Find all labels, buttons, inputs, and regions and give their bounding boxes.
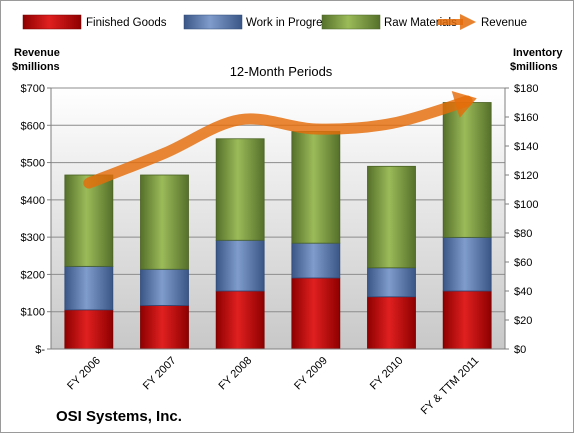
chart-title: 12-Month Periods	[230, 64, 333, 79]
revenue-arrowhead	[451, 91, 477, 118]
bar-work-in-progress	[442, 236, 492, 292]
right-tick-label: $160	[514, 112, 538, 124]
legend-label-finished-goods: Finished Goods	[86, 17, 167, 29]
category-label: FY 2006	[65, 355, 103, 393]
right-axis-ticks: $0 $20 $40 $60 $80 $100 $120 $140 $160 $180	[505, 83, 538, 356]
left-tick-label: $200	[21, 269, 45, 281]
bar-finished-goods	[215, 290, 265, 350]
plot-area	[51, 88, 505, 349]
right-tick-label: $180	[514, 83, 538, 95]
bar-finished-goods	[367, 296, 416, 350]
right-tick-label: $100	[514, 199, 538, 211]
right-tick-label: $0	[514, 344, 526, 356]
bar-raw-materials	[367, 165, 416, 269]
bar-finished-goods	[442, 290, 492, 350]
bar-raw-materials	[442, 102, 492, 238]
category-label: FY 2010	[368, 355, 406, 393]
bar-raw-materials	[140, 174, 189, 270]
right-tick-label: $80	[514, 228, 532, 240]
bar-work-in-progress	[215, 239, 265, 292]
revenue-line	[83, 95, 473, 189]
bar-finished-goods	[291, 277, 341, 350]
right-tick-label: $40	[514, 286, 532, 298]
company-name: OSI Systems, Inc.	[56, 408, 182, 425]
left-axis-title-line2: $millions	[12, 61, 60, 73]
legend-swatch-revenue	[438, 14, 476, 30]
axes	[50, 88, 506, 350]
left-tick-label: $400	[21, 195, 45, 207]
left-axis-ticks: $- $100 $200 $300 $400 $500 $600 $700	[21, 83, 51, 356]
left-tick-label: $600	[21, 120, 45, 132]
revenue-series	[83, 91, 477, 189]
legend: Finished Goods Work in Progress Raw Mate…	[22, 14, 527, 30]
bar-work-in-progress	[140, 268, 189, 306]
right-tick-label: $140	[514, 141, 538, 153]
left-tick-label: $500	[21, 158, 45, 170]
right-tick-label: $20	[514, 315, 532, 327]
category-label: FY 2008	[217, 355, 255, 393]
right-tick-label: $60	[514, 257, 532, 269]
legend-swatch-finished-goods	[22, 14, 82, 30]
right-tick-label: $120	[514, 170, 538, 182]
left-tick-label: $100	[21, 307, 45, 319]
left-tick-label: $-	[35, 344, 45, 356]
bar-raw-materials	[64, 174, 114, 267]
gridlines	[51, 87, 505, 313]
right-axis-title-line1: Inventory	[513, 47, 563, 59]
legend-label-revenue: Revenue	[481, 17, 527, 29]
legend-swatch-work-in-progress	[183, 14, 243, 30]
right-axis-title-line2: $millions	[510, 61, 558, 73]
legend-label-work-in-progress: Work in Progress	[246, 17, 334, 29]
left-tick-label: $300	[21, 232, 45, 244]
bar-work-in-progress	[64, 265, 114, 311]
bar-work-in-progress	[367, 267, 416, 298]
legend-swatch-raw-materials	[321, 14, 381, 30]
bar-finished-goods	[64, 309, 114, 350]
bar-raw-materials	[291, 131, 341, 244]
bar-raw-materials	[215, 138, 265, 241]
category-label: FY 2007	[141, 355, 179, 393]
bars	[64, 102, 492, 350]
category-label: FY 2009	[292, 355, 330, 393]
bar-work-in-progress	[291, 242, 341, 279]
bar-finished-goods	[140, 305, 189, 350]
left-tick-label: $700	[21, 83, 45, 95]
left-axis-title-line1: Revenue	[14, 47, 60, 59]
category-label: FY & TTM 2011	[419, 355, 482, 418]
